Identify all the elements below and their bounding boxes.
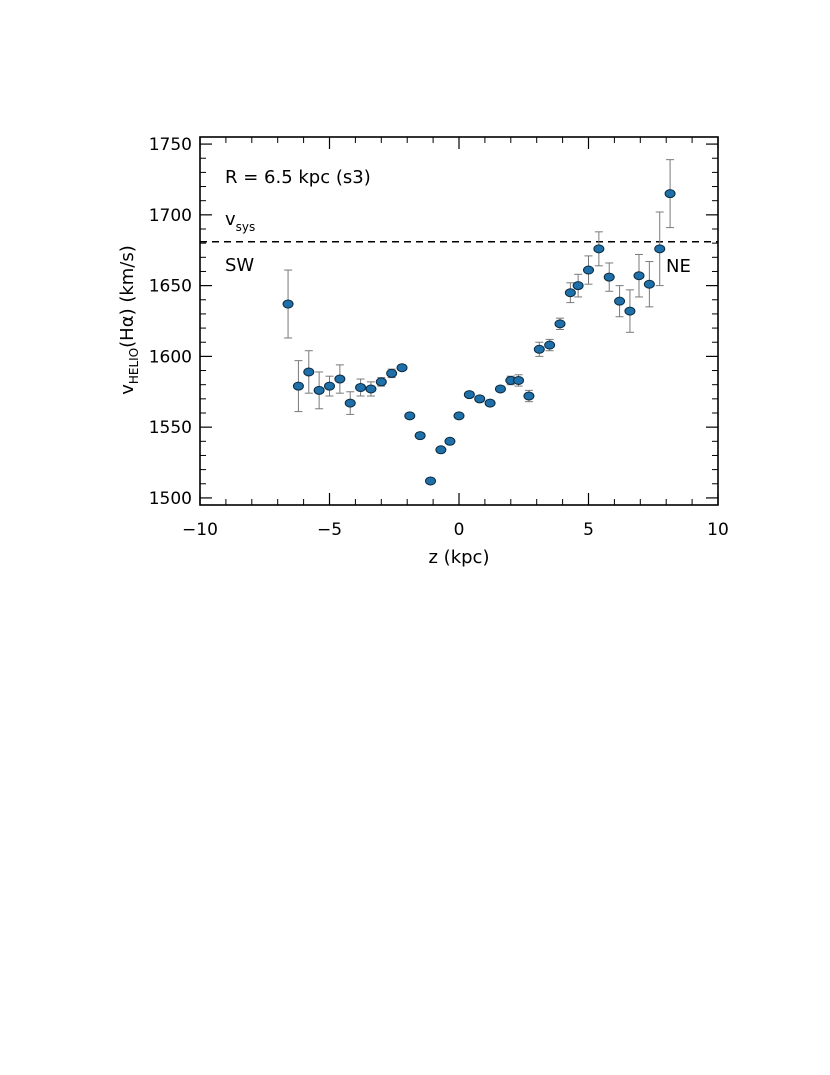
data-point <box>404 411 416 421</box>
data-point <box>593 244 605 254</box>
data-point <box>643 279 655 289</box>
plot-frame <box>199 136 719 506</box>
ne-label: NE <box>666 256 691 277</box>
sw-label: SW <box>225 255 254 276</box>
data-point <box>313 385 325 395</box>
data-point <box>435 445 447 455</box>
data-point <box>664 189 676 199</box>
x-tick-label: 5 <box>583 520 594 540</box>
y-tick-labels: 1500 1550 1600 1650 1700 1750 <box>149 135 192 509</box>
data-point <box>624 306 636 316</box>
data-point <box>583 265 594 275</box>
y-tick-label: 1700 <box>149 206 192 226</box>
chart-annotation: R = 6.5 kpc (s3) <box>225 167 371 188</box>
data-point <box>474 394 486 404</box>
x-tick-label: −10 <box>182 520 218 540</box>
y-tick-label: 1600 <box>149 347 192 367</box>
data-point <box>365 384 377 394</box>
data-point <box>572 281 584 291</box>
data-point <box>523 391 535 401</box>
data-point <box>396 363 408 373</box>
y-axis-subscript: HELIO <box>127 348 141 384</box>
data-point <box>414 431 426 441</box>
data-point <box>484 398 496 408</box>
data-point <box>603 272 615 282</box>
data-point <box>513 375 525 385</box>
y-tick-label: 1500 <box>149 489 192 509</box>
data-point <box>425 476 437 486</box>
x-tick-labels: −10 −5 0 5 10 <box>182 520 729 540</box>
data-point <box>614 296 626 306</box>
data-point <box>444 436 456 446</box>
minor-ticks <box>200 137 718 505</box>
y-axis-title: vHELIO(Hα) (km/s) <box>117 245 141 395</box>
error-bars <box>284 159 675 485</box>
y-tick-label: 1650 <box>149 277 192 297</box>
data-point <box>564 288 576 298</box>
data-points <box>282 189 676 486</box>
data-point <box>282 299 294 309</box>
x-tick-label: −5 <box>317 520 342 540</box>
vsys-subscript: sys <box>236 220 256 234</box>
data-point <box>324 381 335 391</box>
data-point <box>544 340 556 350</box>
x-tick-label: 10 <box>707 520 729 540</box>
data-point <box>344 398 356 408</box>
data-point <box>375 377 387 387</box>
data-point <box>453 411 465 421</box>
x-tick-label: 0 <box>454 520 465 540</box>
major-ticks <box>199 137 719 505</box>
data-point <box>355 383 367 393</box>
data-point <box>303 367 315 377</box>
data-point <box>463 390 475 400</box>
data-point <box>386 368 398 378</box>
data-point <box>533 344 545 354</box>
x-axis-title: z (kpc) <box>429 547 490 568</box>
data-point <box>633 271 645 281</box>
vsys-label: vsys <box>225 209 255 234</box>
y-tick-label: 1550 <box>149 418 192 438</box>
data-point <box>554 319 566 329</box>
data-point <box>334 374 346 384</box>
data-point <box>292 381 304 391</box>
data-point <box>654 244 666 254</box>
data-point <box>494 384 506 394</box>
y-tick-label: 1750 <box>149 135 192 155</box>
